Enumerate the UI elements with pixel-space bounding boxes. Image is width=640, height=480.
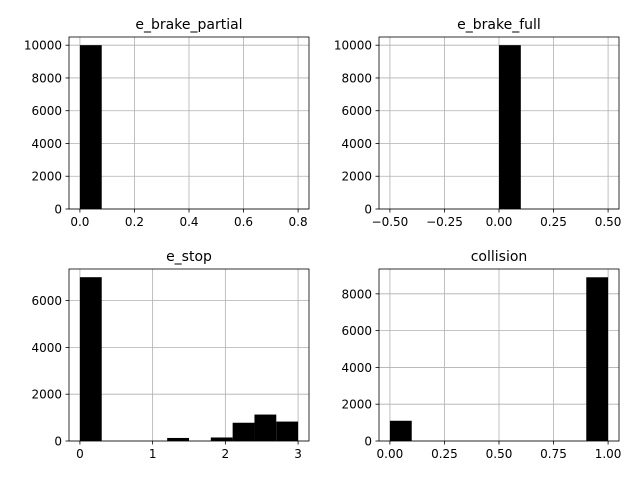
y-tick-label: 4000 bbox=[31, 341, 62, 355]
histogram-bar bbox=[79, 277, 102, 441]
y-tick-label: 2000 bbox=[341, 170, 372, 184]
chart-panel-e-stop: 0 1 2 3 0 2000 4000 6000 e_stop bbox=[31, 249, 310, 461]
histogram-bar bbox=[389, 420, 412, 441]
axes-frame bbox=[68, 268, 310, 442]
x-tick-label: 0.50 bbox=[595, 215, 622, 229]
y-tick-label: 8000 bbox=[341, 71, 372, 85]
y-tick-label: 10000 bbox=[334, 39, 372, 53]
x-tick-label: 0.8 bbox=[289, 215, 308, 229]
y-tick-label: 6000 bbox=[31, 104, 62, 118]
y-tick-label: 6000 bbox=[31, 294, 62, 308]
x-tick-label: 0.00 bbox=[377, 447, 404, 461]
histogram-bar bbox=[586, 277, 609, 441]
x-tick-label: 0.25 bbox=[431, 447, 458, 461]
y-tick-label: 2000 bbox=[31, 170, 62, 184]
y-tick-label: 8000 bbox=[31, 71, 62, 85]
chart-title: e_brake_partial bbox=[135, 17, 242, 33]
y-tick-label: 0 bbox=[54, 435, 62, 449]
x-tick-label: 0 bbox=[76, 447, 84, 461]
x-tick-label: 0.2 bbox=[125, 215, 144, 229]
chart-panel-e-brake-partial: 0.0 0.2 0.4 0.6 0.8 0 2000 4000 6000 8000 10000 e_b… bbox=[24, 17, 310, 229]
x-tick-label: −0.50 bbox=[372, 215, 409, 229]
chart-title: e_brake_full bbox=[457, 17, 541, 33]
x-tick-label: 0.50 bbox=[486, 447, 513, 461]
x-tick-label: 0.0 bbox=[70, 215, 89, 229]
histogram-bar bbox=[232, 422, 255, 441]
histogram-bar bbox=[167, 437, 189, 441]
x-tick-label: 1 bbox=[149, 447, 157, 461]
y-tick-label: 8000 bbox=[341, 287, 372, 301]
x-tick-label: 3 bbox=[294, 447, 302, 461]
histogram-bar bbox=[210, 437, 233, 441]
y-tick-label: 2000 bbox=[341, 398, 372, 412]
chart-panel-collision: 0.00 0.25 0.50 0.75 1.00 0 2000 4000 6000 8000 col… bbox=[341, 249, 621, 461]
y-tick-label: 4000 bbox=[341, 137, 372, 151]
y-tick-label: 6000 bbox=[341, 324, 372, 338]
histogram-bar bbox=[254, 414, 277, 441]
y-tick-label: 6000 bbox=[341, 104, 372, 118]
histogram-bar bbox=[276, 421, 299, 441]
y-tick-label: 0 bbox=[54, 203, 62, 217]
y-tick-label: 4000 bbox=[341, 361, 372, 375]
histogram-bar bbox=[499, 45, 521, 209]
histogram-bar bbox=[79, 45, 102, 209]
x-tick-label: 0.25 bbox=[540, 215, 567, 229]
x-tick-label: 0.4 bbox=[179, 215, 198, 229]
chart-panel-e-brake-full: −0.50 −0.25 0.00 0.25 0.50 0 2000 4000 6000 8000 1… bbox=[334, 17, 622, 229]
y-tick-label: 0 bbox=[364, 435, 372, 449]
x-tick-label: −0.25 bbox=[426, 215, 463, 229]
y-tick-label: 2000 bbox=[31, 388, 62, 402]
x-tick-label: 2 bbox=[222, 447, 230, 461]
chart-title: e_stop bbox=[166, 249, 212, 265]
x-tick-label: 1.00 bbox=[595, 447, 622, 461]
x-tick-label: 0.00 bbox=[486, 215, 513, 229]
chart-title: collision bbox=[471, 249, 528, 265]
y-tick-label: 10000 bbox=[24, 39, 62, 53]
x-tick-label: 0.75 bbox=[540, 447, 567, 461]
x-tick-label: 0.6 bbox=[234, 215, 253, 229]
y-tick-label: 4000 bbox=[31, 137, 62, 151]
y-tick-label: 0 bbox=[364, 203, 372, 217]
